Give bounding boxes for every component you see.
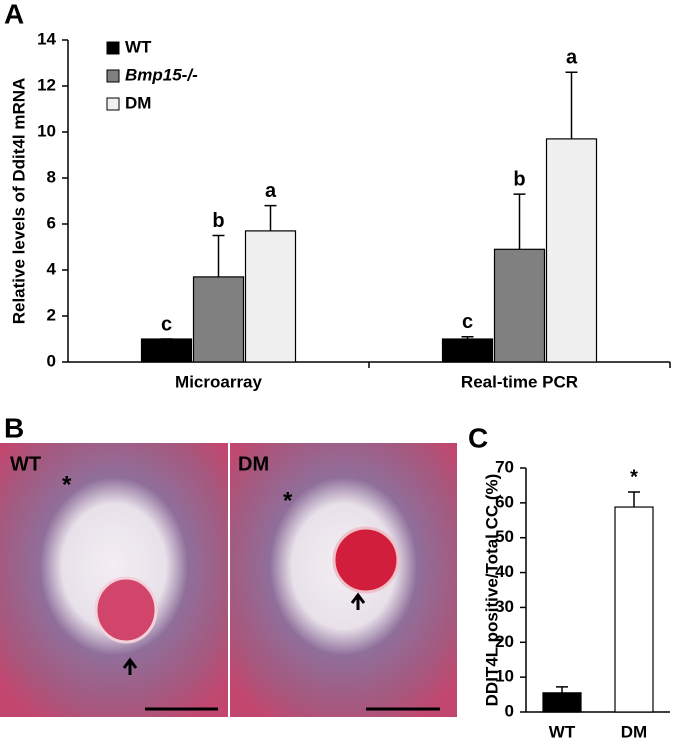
x-tick-label: DM	[621, 722, 647, 741]
y-tick-label: 50	[495, 527, 514, 546]
value-annotation: a	[265, 180, 277, 202]
y-tick-label: 10	[495, 667, 514, 686]
panel-label: A	[4, 0, 24, 29]
y-tick-label: 0	[47, 351, 56, 370]
y-tick-label: 6	[47, 213, 56, 232]
y-tick-label: 60	[495, 492, 514, 511]
y-tick-label: 40	[495, 562, 514, 581]
value-annotation: b	[212, 210, 224, 232]
value-annotation: a	[566, 46, 578, 68]
image-mark: *	[283, 487, 293, 514]
y-tick-label: 70	[495, 457, 514, 476]
error-bar	[461, 335, 474, 339]
x-tick-label: Microarray	[175, 372, 262, 391]
bar	[192, 276, 245, 363]
y-tick-label: 20	[495, 632, 514, 651]
error-bar	[264, 204, 277, 231]
value-annotation: c	[161, 313, 172, 335]
legend-label: DM	[125, 93, 151, 112]
bar	[244, 230, 297, 363]
error-bar	[556, 686, 568, 693]
image-mark: *	[62, 471, 72, 498]
error-bar	[628, 491, 640, 508]
error-bar	[565, 71, 578, 139]
bar	[545, 138, 598, 363]
y-axis-label: Relative levels of Ddit4l mRNA	[9, 78, 28, 325]
y-axis-label: DDIT4L positive/Total CC (%)	[482, 474, 501, 707]
error-bar	[212, 234, 225, 277]
y-tick-label: 12	[37, 75, 56, 94]
bar	[441, 338, 494, 363]
image-label: DM	[238, 453, 269, 475]
legend-label: WT	[125, 37, 152, 56]
oocyte	[94, 576, 158, 644]
x-tick-label: Real-time PCR	[461, 372, 578, 391]
legend-swatch	[106, 41, 120, 55]
bar	[614, 506, 654, 713]
legend-swatch	[106, 69, 120, 83]
image-label: WT	[10, 453, 41, 475]
arrow	[122, 657, 138, 675]
y-tick-label: 0	[505, 701, 514, 720]
legend-label: Bmp15-/-	[125, 65, 198, 84]
y-tick-label: 14	[37, 29, 56, 48]
value-annotation: *	[630, 466, 638, 488]
oocyte	[332, 526, 400, 594]
error-bar	[513, 193, 526, 250]
legend-swatch	[106, 97, 120, 111]
arrow	[350, 592, 366, 610]
value-annotation: b	[513, 168, 525, 190]
histology-images	[0, 443, 457, 717]
panel-label: C	[468, 422, 488, 453]
y-tick-label: 8	[47, 167, 56, 186]
bar	[140, 338, 193, 363]
value-annotation: c	[462, 311, 473, 333]
bar	[542, 692, 582, 713]
y-tick-label: 10	[37, 121, 56, 140]
y-tick-label: 2	[47, 305, 56, 324]
y-tick-label: 30	[495, 597, 514, 616]
x-tick-label: WT	[549, 722, 576, 741]
y-tick-label: 4	[47, 259, 57, 278]
bar	[493, 248, 546, 363]
panel-label: B	[4, 412, 24, 443]
